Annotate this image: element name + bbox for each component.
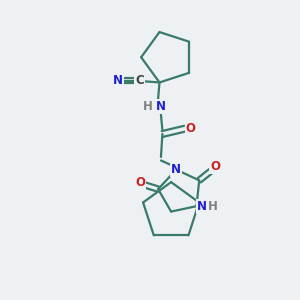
- Text: C: C: [135, 74, 144, 88]
- Text: O: O: [136, 176, 146, 189]
- Text: H: H: [208, 200, 218, 213]
- Text: O: O: [210, 160, 220, 173]
- Text: H: H: [143, 100, 153, 113]
- Text: O: O: [186, 122, 196, 135]
- Text: N: N: [113, 74, 123, 88]
- Text: N: N: [171, 163, 181, 176]
- Text: N: N: [197, 200, 207, 213]
- Text: N: N: [156, 100, 166, 113]
